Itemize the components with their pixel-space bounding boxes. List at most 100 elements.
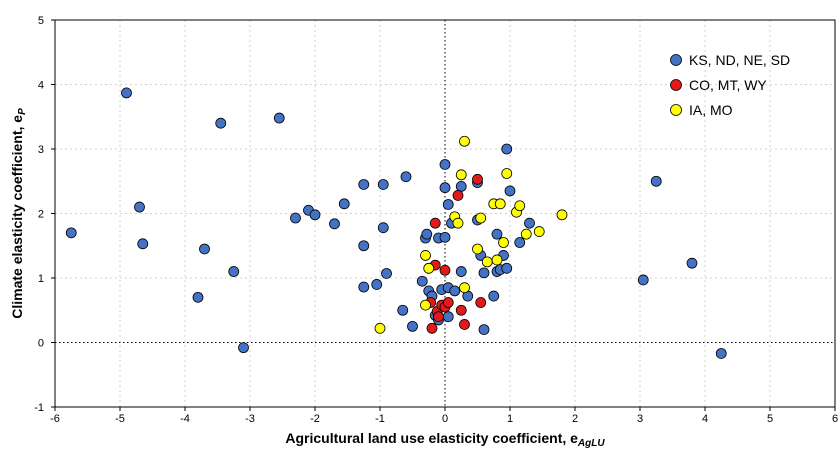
- data-point-ks-nd-ne-sd: [478, 267, 490, 279]
- data-point-ks-nd-ne-sd: [686, 257, 698, 269]
- legend-label-ks-nd-ne-sd: KS, ND, NE, SD: [689, 52, 790, 68]
- data-point-ia-mo: [498, 237, 509, 248]
- data-point-ia-mo: [481, 256, 493, 268]
- data-point-ks-nd-ne-sd: [421, 228, 433, 240]
- data-point-ks-nd-ne-sd: [478, 324, 490, 336]
- data-point-co-mt-wy: [472, 173, 483, 185]
- x-tick-label: 3: [637, 413, 643, 425]
- x-tick-label: 4: [702, 413, 708, 425]
- data-point-co-mt-wy: [433, 311, 444, 323]
- data-point-ks-nd-ne-sd: [514, 237, 526, 248]
- data-point-ia-mo: [455, 169, 467, 181]
- x-tick-label: 0: [442, 413, 448, 425]
- data-point-co-mt-wy: [455, 304, 467, 316]
- data-point-ks-nd-ne-sd: [358, 240, 370, 252]
- data-point-co-mt-wy: [459, 319, 470, 330]
- data-point-ia-mo: [475, 212, 487, 224]
- data-point-ia-mo: [520, 228, 532, 240]
- data-point-ia-mo: [501, 168, 513, 179]
- x-tick-label: 6: [832, 413, 838, 425]
- y-tick-label: 0: [38, 338, 44, 350]
- x-tick-label: -1: [375, 413, 385, 425]
- y-tick-label: 4: [38, 80, 44, 92]
- data-point-ks-nd-ne-sd: [238, 342, 249, 354]
- legend: KS, ND, NE, SD CO, MT, WY IA, MO: [670, 52, 790, 118]
- data-point-ks-nd-ne-sd: [715, 348, 727, 359]
- tick-marks: [51, 19, 836, 411]
- data-point-co-mt-wy: [475, 297, 487, 308]
- y-tick-label: 2: [38, 209, 44, 221]
- data-point-ks-nd-ne-sd: [338, 198, 350, 210]
- data-point-ks-nd-ne-sd: [134, 201, 145, 213]
- data-point-ks-nd-ne-sd: [192, 291, 204, 303]
- data-point-ia-mo: [374, 322, 386, 334]
- data-point-ks-nd-ne-sd: [439, 182, 451, 194]
- data-point-co-mt-wy: [452, 190, 464, 201]
- data-point-ks-nd-ne-sd: [637, 274, 649, 286]
- x-tick-labels: -6 -5 -4 -3 -2 -1 0 1 2 3 4 5 6: [50, 413, 838, 425]
- data-point-ks-nd-ne-sd: [137, 238, 149, 250]
- x-tick-label: -4: [180, 413, 190, 425]
- data-point-ks-nd-ne-sd: [442, 199, 454, 210]
- data-point-co-mt-wy: [442, 297, 454, 308]
- data-point-ks-nd-ne-sd: [290, 212, 301, 224]
- data-point-ks-nd-ne-sd: [400, 171, 412, 183]
- data-point-ia-mo: [420, 250, 431, 261]
- data-point-ks-nd-ne-sd: [504, 185, 516, 197]
- data-point-ks-nd-ne-sd: [199, 243, 210, 255]
- legend-label-co-mt-wy: CO, MT, WY: [689, 77, 767, 93]
- y-tick-label: 1: [38, 273, 44, 285]
- x-axis-title-text: Agricultural land use elasticity coeffic…: [285, 430, 578, 446]
- data-point-ks-nd-ne-sd: [358, 281, 370, 293]
- y-tick-labels: -1 0 1 2 3 4 5: [34, 15, 44, 414]
- x-tick-label: 5: [767, 413, 773, 425]
- x-axis-title-subscript: AgLU: [577, 438, 605, 449]
- x-tick-label: -5: [115, 413, 125, 425]
- data-point-ks-nd-ne-sd: [449, 285, 461, 297]
- data-point-ks-nd-ne-sd: [273, 112, 285, 124]
- data-point-ks-nd-ne-sd: [309, 209, 321, 221]
- data-point-co-mt-wy: [426, 322, 438, 334]
- data-point-ks-nd-ne-sd: [381, 268, 392, 279]
- data-point-ks-nd-ne-sd: [377, 179, 389, 190]
- y-tick-label: -1: [34, 402, 44, 414]
- data-point-ks-nd-ne-sd: [455, 181, 467, 192]
- data-point-ks-nd-ne-sd: [488, 290, 500, 302]
- data-point-ks-nd-ne-sd: [358, 179, 370, 190]
- data-point-ks-nd-ne-sd: [416, 275, 428, 287]
- x-axis-title: Agricultural land use elasticity coeffic…: [285, 430, 605, 449]
- y-tick-label: 5: [38, 15, 44, 27]
- y-axis-title-subscript: P: [17, 108, 28, 115]
- data-point-ks-nd-ne-sd: [121, 87, 132, 99]
- legend-label-ia-mo: IA, MO: [689, 102, 733, 118]
- data-point-ia-mo: [423, 262, 435, 274]
- data-point-ks-nd-ne-sd: [377, 222, 389, 234]
- x-tick-label: 2: [572, 413, 578, 425]
- data-point-ia-mo: [556, 209, 568, 221]
- data-points: [65, 87, 727, 359]
- data-point-ks-nd-ne-sd: [501, 262, 513, 274]
- x-tick-label: -3: [245, 413, 255, 425]
- data-point-co-mt-wy: [429, 217, 441, 229]
- data-point-ks-nd-ne-sd: [65, 227, 77, 239]
- data-point-ks-nd-ne-sd: [455, 266, 467, 277]
- data-point-ks-nd-ne-sd: [501, 143, 513, 155]
- data-point-ks-nd-ne-sd: [371, 279, 383, 290]
- data-point-ks-nd-ne-sd: [491, 228, 503, 240]
- legend-marker-ks-nd-ne-sd: [670, 54, 682, 66]
- x-tick-label: -6: [50, 413, 60, 425]
- data-point-ks-nd-ne-sd: [407, 320, 418, 332]
- data-point-ia-mo: [533, 226, 545, 237]
- legend-marker-co-mt-wy: [670, 79, 682, 91]
- data-point-ks-nd-ne-sd: [397, 304, 409, 316]
- data-point-ia-mo: [459, 282, 470, 294]
- data-point-ks-nd-ne-sd: [329, 218, 340, 230]
- data-point-ks-nd-ne-sd: [439, 231, 451, 243]
- data-point-ia-mo: [459, 135, 470, 147]
- data-point-ks-nd-ne-sd: [228, 266, 240, 277]
- data-point-ia-mo: [494, 198, 506, 210]
- data-point-ia-mo: [514, 200, 526, 212]
- x-tick-label: -2: [310, 413, 320, 425]
- data-point-ia-mo: [472, 243, 483, 255]
